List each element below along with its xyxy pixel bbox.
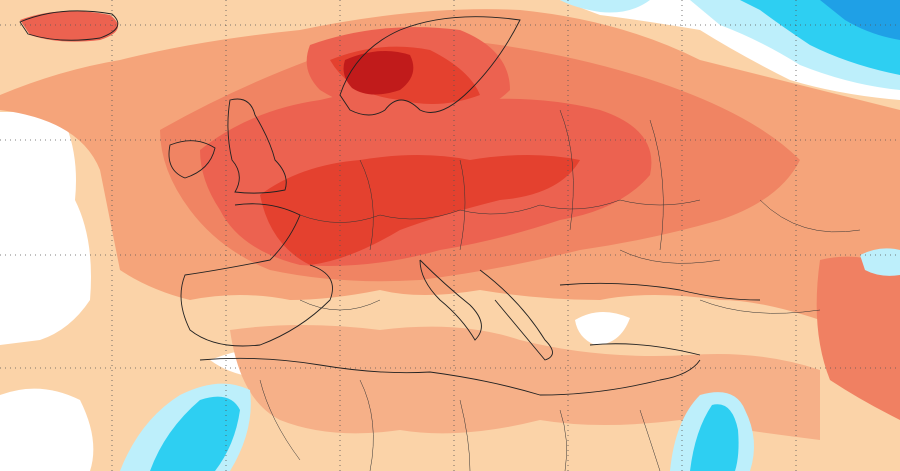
coastline [479, 269, 553, 361]
neutral-area [0, 388, 94, 471]
anomaly-band-4 [260, 155, 580, 265]
coastline [227, 98, 287, 194]
coastline [419, 259, 482, 341]
neutral-area [0, 112, 91, 345]
neutral-area [575, 311, 630, 345]
coastline [199, 357, 701, 396]
anomaly-band-5 [343, 51, 414, 95]
anomaly-band-1 [230, 325, 820, 440]
cold-band-2 [150, 396, 240, 471]
coastline [559, 282, 761, 356]
border [259, 379, 661, 471]
coastline [19, 10, 119, 41]
coastlines [19, 10, 861, 471]
border [299, 109, 861, 314]
coastline [168, 140, 216, 179]
cold-band-2 [690, 404, 739, 471]
coastline [180, 203, 333, 347]
anomaly-band-2 [816, 256, 900, 420]
anomaly-band-3 [20, 11, 118, 42]
coastline [339, 16, 521, 116]
cold-band-1 [560, 0, 650, 13]
cold-band-3 [820, 0, 900, 40]
